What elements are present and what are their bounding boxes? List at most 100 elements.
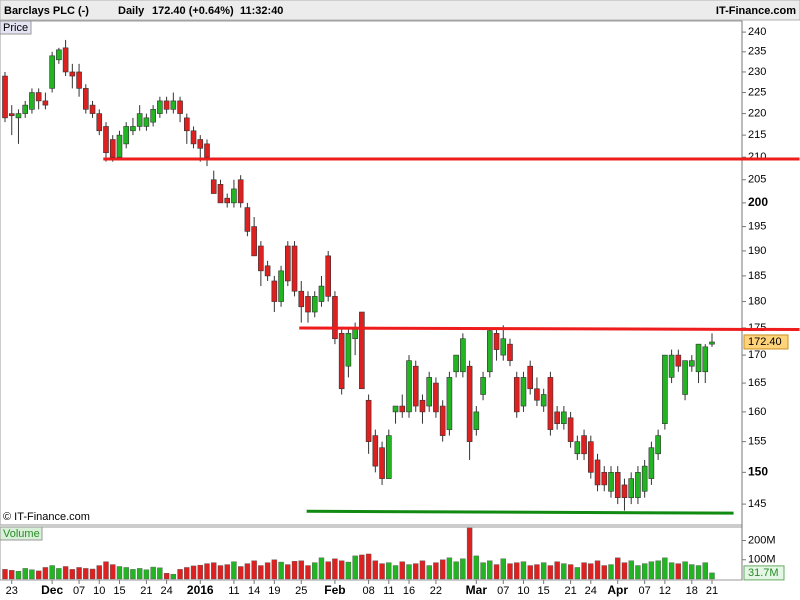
candle-body [574, 441, 581, 455]
candle-body [224, 197, 230, 204]
y-tick-label: 155 [748, 436, 766, 448]
x-tick-label: 2016 [187, 583, 214, 597]
volume-bar [426, 565, 432, 580]
y-tick-label: 190 [748, 245, 766, 257]
candle-body [520, 377, 527, 407]
price-label-box [0, 20, 32, 35]
x-tick-label: 23 [6, 585, 18, 597]
candle-body [311, 296, 318, 313]
volume-bar [359, 554, 365, 580]
candle-body [332, 296, 338, 340]
x-tick-label: 15 [538, 585, 550, 597]
candle-body [258, 245, 264, 272]
volume-bar [520, 561, 527, 580]
candle-body [271, 280, 278, 302]
volume-bar [29, 569, 35, 580]
x-tick-label: 21 [706, 585, 718, 597]
trend-line [306, 509, 734, 515]
volume-bar [345, 561, 352, 580]
volume-bar [15, 571, 22, 580]
volume-bar [163, 573, 170, 580]
volume-bar [379, 563, 385, 580]
candle-body [298, 290, 305, 308]
y-tick-label: 150 [748, 465, 768, 479]
volume-bar [487, 560, 493, 580]
candle-body [688, 360, 695, 367]
candle-body [662, 354, 668, 424]
y-tick-label: 205 [748, 174, 766, 186]
volume-bar [56, 568, 62, 580]
volume-tick-label: 200M [748, 534, 776, 546]
candle-body [365, 399, 372, 442]
volume-bar [574, 567, 581, 580]
volume-label: Volume [3, 528, 40, 540]
candle-body [136, 113, 143, 127]
volume-bar [567, 564, 574, 580]
candle-body [157, 100, 163, 114]
y-tick-label: 160 [748, 406, 766, 418]
candle-body [439, 405, 446, 436]
volume-bar [211, 562, 217, 580]
candle-body [29, 92, 35, 110]
volume-bar [682, 561, 688, 580]
x-tick-label: Feb [324, 583, 345, 597]
x-tick-label: 24 [160, 585, 172, 597]
candle-body [392, 405, 399, 413]
volume-bar [69, 569, 76, 580]
volume-bar [668, 562, 675, 580]
last-volume-label: 31.7M [748, 567, 779, 579]
candle-body [2, 75, 8, 119]
candle-body [419, 399, 426, 413]
candle-body [69, 71, 76, 77]
candle-body [648, 447, 655, 479]
header-bar [0, 0, 800, 21]
volume-bar [318, 557, 325, 580]
candle-body [35, 92, 42, 102]
volume-bar [197, 564, 203, 580]
volume-bar [42, 567, 49, 580]
candle-body [709, 341, 715, 345]
volume-bar [312, 562, 318, 580]
volume-bar [594, 560, 601, 580]
candle-body [116, 134, 123, 158]
candle-body [601, 472, 608, 486]
candle-body [547, 377, 554, 430]
volume-bar [433, 562, 439, 580]
x-tick-label: 21 [140, 585, 152, 597]
candle-body [22, 104, 29, 114]
volume-bar [466, 527, 473, 580]
watermark: © IT-Finance.com [3, 511, 90, 523]
candle-body [237, 179, 244, 204]
volume-bar [190, 565, 197, 580]
volume-bar [116, 566, 123, 580]
candle-body [76, 71, 82, 89]
volume-bar [655, 560, 661, 580]
candle-body [103, 126, 109, 154]
last-price-box [743, 334, 789, 350]
volume-bar [96, 565, 102, 580]
volume-bar [507, 563, 513, 580]
volume-bar [217, 565, 224, 580]
candle-body [278, 270, 284, 302]
volume-bar [386, 562, 392, 580]
volume-bar [305, 565, 311, 580]
candle-body [163, 100, 170, 110]
candle-body [345, 333, 352, 367]
y-tick-label: 220 [748, 108, 766, 120]
candle-body [486, 330, 493, 373]
volume-bar [446, 557, 453, 580]
volume-bar [648, 561, 655, 580]
candle-body [480, 377, 486, 395]
volume-bar [439, 559, 446, 580]
candle-body [513, 377, 520, 413]
volume-bar [641, 563, 648, 580]
volume-bar [157, 567, 163, 580]
candle-body [15, 113, 22, 119]
candle-body [177, 100, 183, 114]
candle-body [190, 130, 197, 145]
volume-bar [540, 562, 547, 580]
volume-bar [689, 564, 695, 580]
candle-body [318, 285, 325, 302]
x-tick-label: 21 [564, 585, 576, 597]
